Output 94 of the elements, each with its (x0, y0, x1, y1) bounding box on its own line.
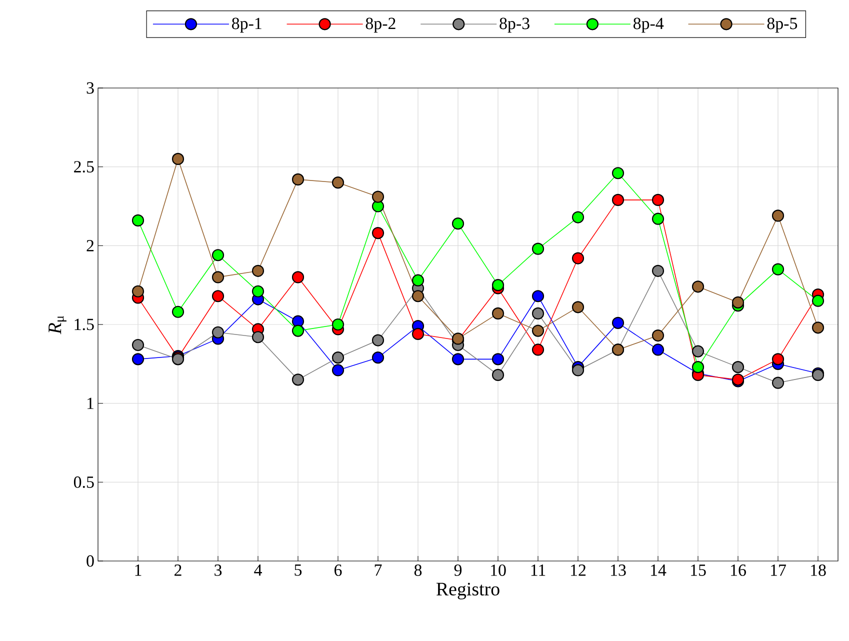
y-tick-label: 0 (86, 555, 94, 567)
point (372, 227, 384, 240)
point (372, 334, 384, 346)
point (252, 264, 264, 277)
point (732, 361, 744, 374)
point (492, 368, 504, 382)
point (652, 264, 664, 277)
point (652, 329, 664, 342)
x-tick-label: 7 (374, 564, 382, 576)
y-axis-title: R$_{μ}$ (48, 316, 66, 334)
y-tick-label: 1 (87, 398, 94, 409)
legend-label: 8p-4 (633, 18, 664, 33)
point (692, 345, 704, 358)
legend-label: 8p-5 (767, 18, 798, 33)
point (332, 318, 344, 331)
point (132, 285, 144, 298)
x-tick-label: 1 (135, 564, 142, 576)
point (252, 285, 264, 298)
x-tick-label: 12 (571, 564, 586, 576)
point (492, 279, 504, 292)
y-tick-label: 3 (86, 82, 94, 94)
point (372, 190, 384, 203)
point (652, 194, 664, 206)
x-tick-label: 13 (611, 564, 626, 576)
point (572, 252, 584, 264)
point (452, 353, 464, 366)
point (292, 173, 304, 186)
x-tick-label: 16 (731, 564, 746, 576)
legend-label: 8p-2 (366, 18, 396, 33)
point (532, 242, 544, 255)
point (132, 338, 144, 352)
point (772, 210, 784, 222)
y-tick-label: 1.5 (74, 318, 94, 330)
point (572, 211, 584, 224)
point (212, 249, 224, 262)
x-tick-label: 5 (294, 564, 302, 576)
x-tick-label: 2 (174, 564, 182, 576)
point (572, 364, 584, 376)
point (812, 322, 824, 334)
x-tick-label: 11 (531, 564, 546, 576)
point (652, 344, 664, 356)
x-axis-title: Registro (436, 582, 500, 600)
point (132, 353, 144, 366)
y-tick-label: 2 (86, 240, 94, 252)
point (132, 214, 144, 226)
x-tick-label: 6 (334, 564, 342, 576)
point (692, 361, 704, 374)
x-tick-label: 3 (214, 564, 222, 576)
point (292, 374, 304, 386)
point (332, 176, 344, 189)
point (252, 331, 264, 344)
point (212, 290, 224, 302)
y-tick-label: 0.5 (74, 476, 94, 488)
x-tick-label: 4 (254, 564, 262, 576)
legend-label: 8p-1 (232, 18, 262, 33)
point (612, 194, 624, 206)
point (732, 296, 744, 308)
point (612, 316, 624, 329)
point (492, 307, 504, 320)
y-tick-label: 2.5 (74, 161, 94, 173)
point (532, 324, 544, 337)
point (652, 212, 664, 225)
point (372, 352, 384, 364)
x-tick-label: 10 (491, 564, 506, 576)
point (412, 328, 424, 340)
point (772, 263, 784, 276)
x-tick-label: 17 (771, 564, 786, 576)
x-tick-label: 18 (811, 564, 826, 576)
point (772, 376, 784, 389)
point (292, 271, 304, 284)
x-tick-label: 9 (454, 564, 462, 576)
point (492, 353, 504, 366)
point (172, 152, 184, 165)
point (612, 167, 624, 180)
point (212, 271, 224, 284)
x-tick-label: 14 (651, 564, 666, 576)
x-tick-label: 15 (691, 564, 706, 576)
point (412, 274, 424, 286)
point (292, 324, 304, 337)
point (772, 353, 784, 366)
point (172, 306, 184, 318)
point (692, 280, 704, 293)
point (532, 290, 544, 302)
point (532, 307, 544, 320)
point (532, 344, 544, 356)
point (452, 218, 464, 230)
point (332, 352, 344, 364)
point (572, 301, 584, 314)
point (412, 290, 424, 302)
legend-label: 8p-3 (500, 18, 530, 33)
x-tick-label: 8 (414, 564, 422, 576)
point (332, 364, 344, 376)
point (812, 294, 824, 307)
point (212, 326, 224, 338)
